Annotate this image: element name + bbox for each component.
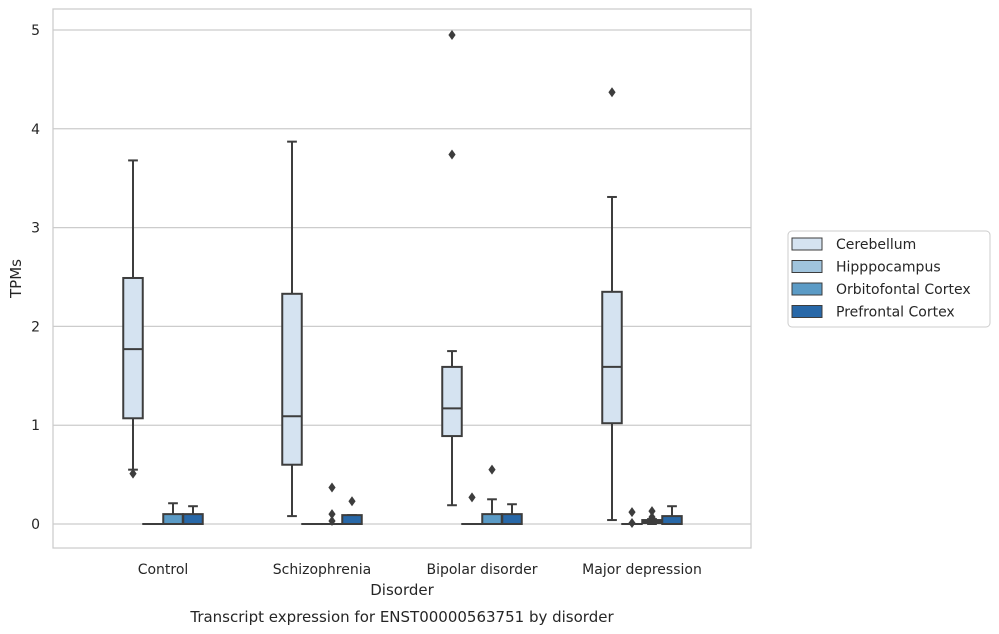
legend-label: Hipppocampus bbox=[836, 260, 941, 276]
box-hipppocampus-bipolar-disorder bbox=[461, 492, 483, 526]
box-cerebellum-schizophrenia bbox=[281, 140, 303, 518]
x-tick-label: Schizophrenia bbox=[273, 562, 371, 578]
outlier-point bbox=[628, 507, 636, 518]
box-body bbox=[182, 513, 204, 525]
y-tick-label: 2 bbox=[31, 319, 40, 335]
box-cerebellum-major-depression bbox=[601, 87, 623, 522]
outlier-point bbox=[628, 518, 636, 529]
box-body bbox=[601, 290, 623, 425]
outlier-point bbox=[608, 87, 616, 98]
legend-item: Hipppocampus bbox=[791, 260, 941, 276]
box-body bbox=[661, 515, 683, 526]
box-cerebellum-bipolar-disorder bbox=[441, 29, 463, 507]
legend: Cerebellum Hipppocampus Orbitofontal Corte… bbox=[787, 230, 991, 328]
box-orbitofontal-cortex-control bbox=[162, 502, 184, 525]
legend-label: Orbitofontal Cortex bbox=[836, 282, 971, 298]
outlier-point bbox=[328, 482, 336, 493]
legend-swatch bbox=[791, 305, 823, 318]
box-body bbox=[281, 292, 303, 466]
y-tick-label: 4 bbox=[31, 122, 40, 138]
legend-frame bbox=[787, 230, 991, 328]
x-tick-label: Control bbox=[138, 562, 189, 578]
x-tick-label: Bipolar disorder bbox=[426, 562, 537, 578]
box-orbitofontal-cortex-schizophrenia bbox=[321, 482, 343, 527]
y-tick-label: 5 bbox=[31, 23, 40, 39]
y-tick-label: 1 bbox=[31, 418, 40, 434]
plot-frame bbox=[52, 8, 752, 549]
x-tick-label: Major depression bbox=[582, 562, 702, 578]
box-orbitofontal-cortex-major-depression bbox=[641, 506, 663, 525]
box-hipppocampus-major-depression bbox=[621, 507, 643, 529]
box-body bbox=[481, 513, 503, 525]
chart-title: Transcript expression for ENST0000056375… bbox=[189, 608, 614, 626]
outlier-point bbox=[448, 29, 456, 40]
box-orbitofontal-cortex-bipolar-disorder bbox=[481, 464, 503, 525]
legend-swatch bbox=[791, 260, 823, 273]
x-axis-label: Disorder bbox=[370, 581, 434, 599]
box-body bbox=[441, 365, 463, 438]
legend-swatch bbox=[791, 282, 823, 296]
grid-lines bbox=[53, 29, 751, 525]
box-prefrontal-cortex-bipolar-disorder bbox=[501, 503, 523, 525]
outlier-point bbox=[448, 149, 456, 160]
outlier-point bbox=[328, 509, 336, 520]
box-body bbox=[501, 513, 523, 525]
outlier-point bbox=[488, 464, 496, 475]
outlier-point bbox=[328, 516, 336, 527]
legend-item: Prefrontal Cortex bbox=[791, 305, 955, 321]
y-axis-label: TPMs bbox=[7, 259, 25, 299]
box-prefrontal-cortex-major-depression bbox=[661, 505, 683, 526]
box-cerebellum-control bbox=[122, 159, 144, 479]
legend-label: Cerebellum bbox=[836, 237, 916, 253]
x-tick-labels: Control Schizophrenia Bipolar disorder Majo… bbox=[138, 562, 702, 578]
box-body bbox=[162, 513, 184, 525]
outlier-point bbox=[468, 492, 476, 503]
y-tick-labels: 0 1 2 3 4 5 bbox=[31, 23, 40, 533]
outlier-point bbox=[348, 496, 356, 507]
box-prefrontal-cortex-schizophrenia bbox=[341, 496, 363, 525]
outlier-point bbox=[648, 512, 656, 523]
box-body bbox=[341, 514, 363, 525]
outlier-point bbox=[648, 506, 656, 517]
legend-label: Prefrontal Cortex bbox=[836, 305, 955, 321]
outlier-point bbox=[129, 468, 137, 479]
boxes bbox=[122, 29, 683, 529]
y-tick-label: 0 bbox=[31, 517, 40, 533]
legend-item: Cerebellum bbox=[791, 237, 916, 253]
legend-swatch bbox=[791, 237, 823, 251]
box-prefrontal-cortex-control bbox=[182, 505, 204, 525]
legend-item: Orbitofontal Cortex bbox=[791, 282, 971, 298]
y-tick-label: 3 bbox=[31, 221, 40, 237]
